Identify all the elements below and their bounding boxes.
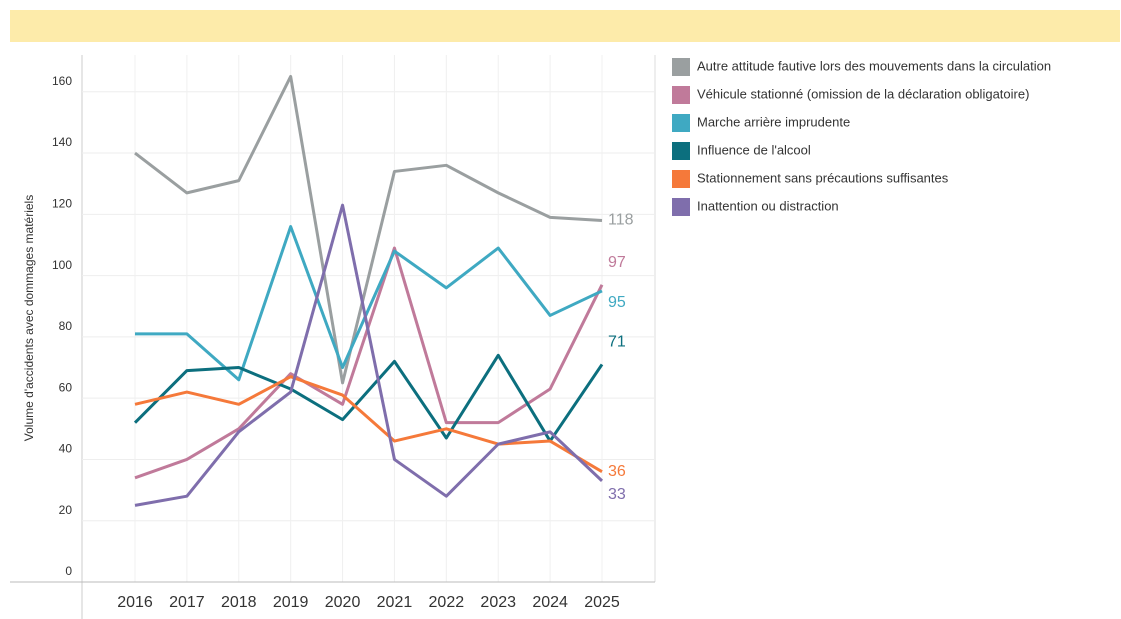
- series-line: [134, 74, 603, 385]
- end-value-label: 118: [608, 212, 634, 229]
- y-tick-label: 0: [65, 564, 72, 578]
- legend-label: Influence de l'alcool: [697, 142, 811, 157]
- series-line: [133, 353, 604, 443]
- legend-swatch: [672, 198, 690, 216]
- x-tick-label: 2019: [273, 594, 309, 611]
- series-line: [134, 203, 604, 507]
- end-value-label: 71: [608, 334, 626, 351]
- y-tick-label: 20: [59, 503, 73, 517]
- y-tick-label: 40: [59, 442, 73, 456]
- legend-label: Autre attitude fautive lors des mouvemen…: [697, 58, 1051, 73]
- x-tick-label: 2016: [117, 594, 153, 611]
- y-tick-label: 120: [52, 196, 72, 210]
- legend-label: Véhicule stationné (omission de la décla…: [697, 86, 1029, 101]
- header-banner: [10, 10, 1120, 42]
- x-tick-label: 2023: [480, 594, 516, 611]
- y-axis-label: Volume d'accidents avec dommages matérie…: [22, 195, 36, 441]
- end-value-label: 97: [608, 254, 626, 271]
- x-tick-label: 2018: [221, 594, 257, 611]
- legend-label: Inattention ou distraction: [697, 198, 839, 213]
- y-tick-label: 100: [52, 258, 72, 272]
- series-line: [134, 375, 603, 473]
- legend-swatch: [672, 86, 690, 104]
- legend-swatch: [672, 142, 690, 160]
- x-tick-label: 2017: [169, 594, 205, 611]
- x-tick-label: 2024: [532, 594, 568, 611]
- legend-label: Stationnement sans précautions suffisant…: [697, 170, 949, 185]
- end-value-label: 36: [608, 463, 626, 480]
- legend-swatch: [672, 58, 690, 76]
- x-tick-label: 2020: [325, 594, 361, 611]
- x-tick-label: 2025: [584, 594, 620, 611]
- y-tick-label: 60: [59, 380, 73, 394]
- end-value-label: 33: [608, 486, 626, 503]
- legend-swatch: [672, 114, 690, 132]
- y-tick-label: 140: [52, 135, 72, 149]
- series-line: [135, 225, 603, 382]
- end-value-label: 95: [608, 294, 626, 311]
- legend-label: Marche arrière imprudente: [697, 114, 850, 129]
- legend-swatch: [672, 170, 690, 188]
- y-tick-label: 160: [52, 74, 72, 88]
- x-tick-label: 2022: [429, 594, 465, 611]
- x-tick-label: 2021: [377, 594, 413, 611]
- y-tick-label: 80: [59, 319, 73, 333]
